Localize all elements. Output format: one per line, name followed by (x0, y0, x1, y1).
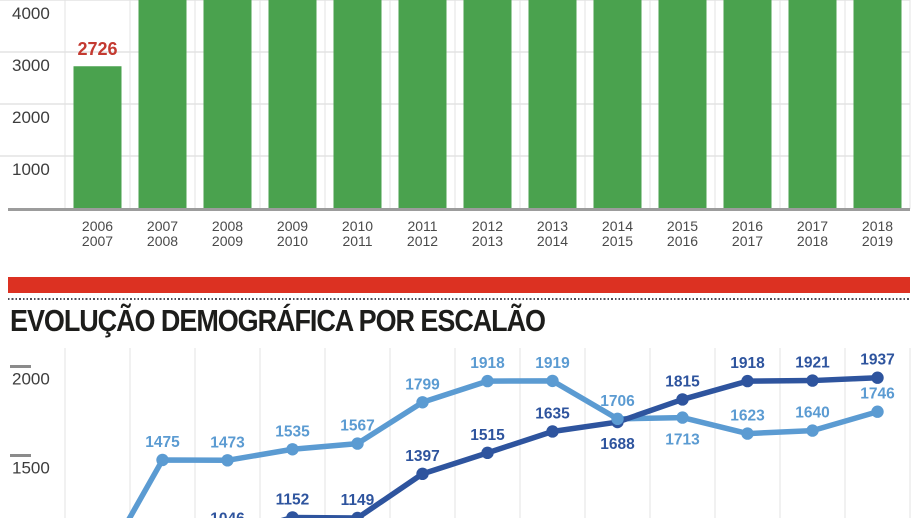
bar (593, 0, 642, 208)
data-point-label: 1918 (470, 355, 505, 372)
bar (333, 0, 382, 208)
data-point (286, 443, 299, 456)
data-point-label: 1635 (535, 405, 570, 422)
enrollment-bar-chart: 1000 2000 3000 4000 2006 2007 2007 2008 2008 2009… (0, 0, 911, 249)
data-point-label: 1397 (405, 448, 439, 465)
data-point (156, 453, 169, 467)
data-point-label: 1475 (145, 434, 180, 451)
data-point (676, 393, 689, 406)
red-divider-bar (8, 277, 910, 293)
data-point (481, 446, 494, 460)
data-point-label: 1535 (275, 423, 310, 440)
x-tick-label: 2015 2016 (667, 218, 698, 249)
bar-value-label: 2726 (77, 39, 117, 59)
y-tick-label: 2000 (12, 370, 50, 389)
x-tick-label: 2008 2009 (212, 218, 243, 249)
data-point (416, 467, 429, 481)
data-point-label: 1799 (405, 376, 440, 393)
data-point (351, 437, 364, 450)
y-tick-label: 4000 (12, 4, 50, 23)
x-tick-label: 2016 2017 (732, 218, 763, 249)
data-point-label: 1515 (470, 427, 505, 444)
y-tick-label: 2000 (12, 108, 50, 127)
x-tick-label: 2014 2015 (602, 218, 633, 249)
bar (73, 66, 122, 208)
bar (658, 0, 707, 208)
bar (203, 0, 252, 208)
data-point-label: 1473 (210, 434, 245, 451)
data-point (741, 427, 754, 440)
bar (528, 0, 577, 208)
data-point (546, 374, 559, 388)
data-point-label: 1746 (860, 386, 895, 403)
x-tick-label: 2009 2010 (277, 218, 308, 249)
data-point-label: 1046 (210, 510, 245, 518)
x-tick-label: 2013 2014 (537, 218, 568, 249)
data-point (221, 454, 234, 467)
y-tick-label: 1500 (12, 459, 50, 478)
data-point (871, 371, 884, 384)
data-point-label: 1688 (600, 436, 635, 453)
data-point (416, 396, 429, 409)
data-point (676, 411, 689, 424)
bar (138, 0, 187, 208)
data-point (351, 511, 364, 518)
data-point-label: 1567 (340, 418, 374, 435)
x-tick-label: 2011 2012 (407, 218, 438, 249)
data-point (611, 412, 624, 426)
dotted-separator (8, 298, 910, 300)
data-point-label: 1937 (860, 352, 894, 369)
x-tick-label: 2007 2008 (147, 218, 178, 249)
x-tick-label: 2017 2018 (797, 218, 828, 249)
bar (463, 0, 512, 208)
data-point-label: 1623 (730, 408, 765, 425)
data-point (806, 374, 819, 387)
data-point (806, 424, 819, 437)
x-tick-label: 2012 2013 (472, 218, 503, 249)
x-tick-label: 2006 2007 (82, 218, 113, 249)
data-point (546, 425, 559, 438)
bar (723, 0, 772, 208)
data-point (871, 405, 884, 418)
bar (398, 0, 447, 208)
data-point-label: 1640 (795, 405, 829, 422)
bar (268, 0, 317, 208)
data-point-label: 1921 (795, 355, 830, 372)
data-point (286, 511, 299, 518)
data-point-label: 1706 (600, 393, 635, 410)
data-point (741, 374, 754, 388)
data-point-label: 1713 (665, 432, 700, 449)
data-point-label: 1918 (730, 355, 765, 372)
y-tick-label: 1000 (12, 160, 50, 179)
data-point-label: 1149 (341, 492, 375, 509)
data-point-label: 1815 (665, 373, 700, 390)
x-tick-label: 2018 2019 (862, 218, 893, 249)
data-point (481, 374, 494, 388)
demographic-line-chart: 1500 2000 1475 1473 1535 1567 1799 1918 1919 1706… (10, 348, 911, 518)
bar (853, 0, 902, 208)
y-tick-label: 3000 (12, 56, 50, 75)
section-title: EVOLUÇÃO DEMOGRÁFICA POR ESCALÃO (10, 303, 546, 338)
bar (788, 0, 837, 208)
data-point-label: 1152 (276, 491, 310, 508)
x-tick-label: 2010 2011 (342, 218, 373, 249)
data-point-label: 1919 (535, 355, 570, 372)
